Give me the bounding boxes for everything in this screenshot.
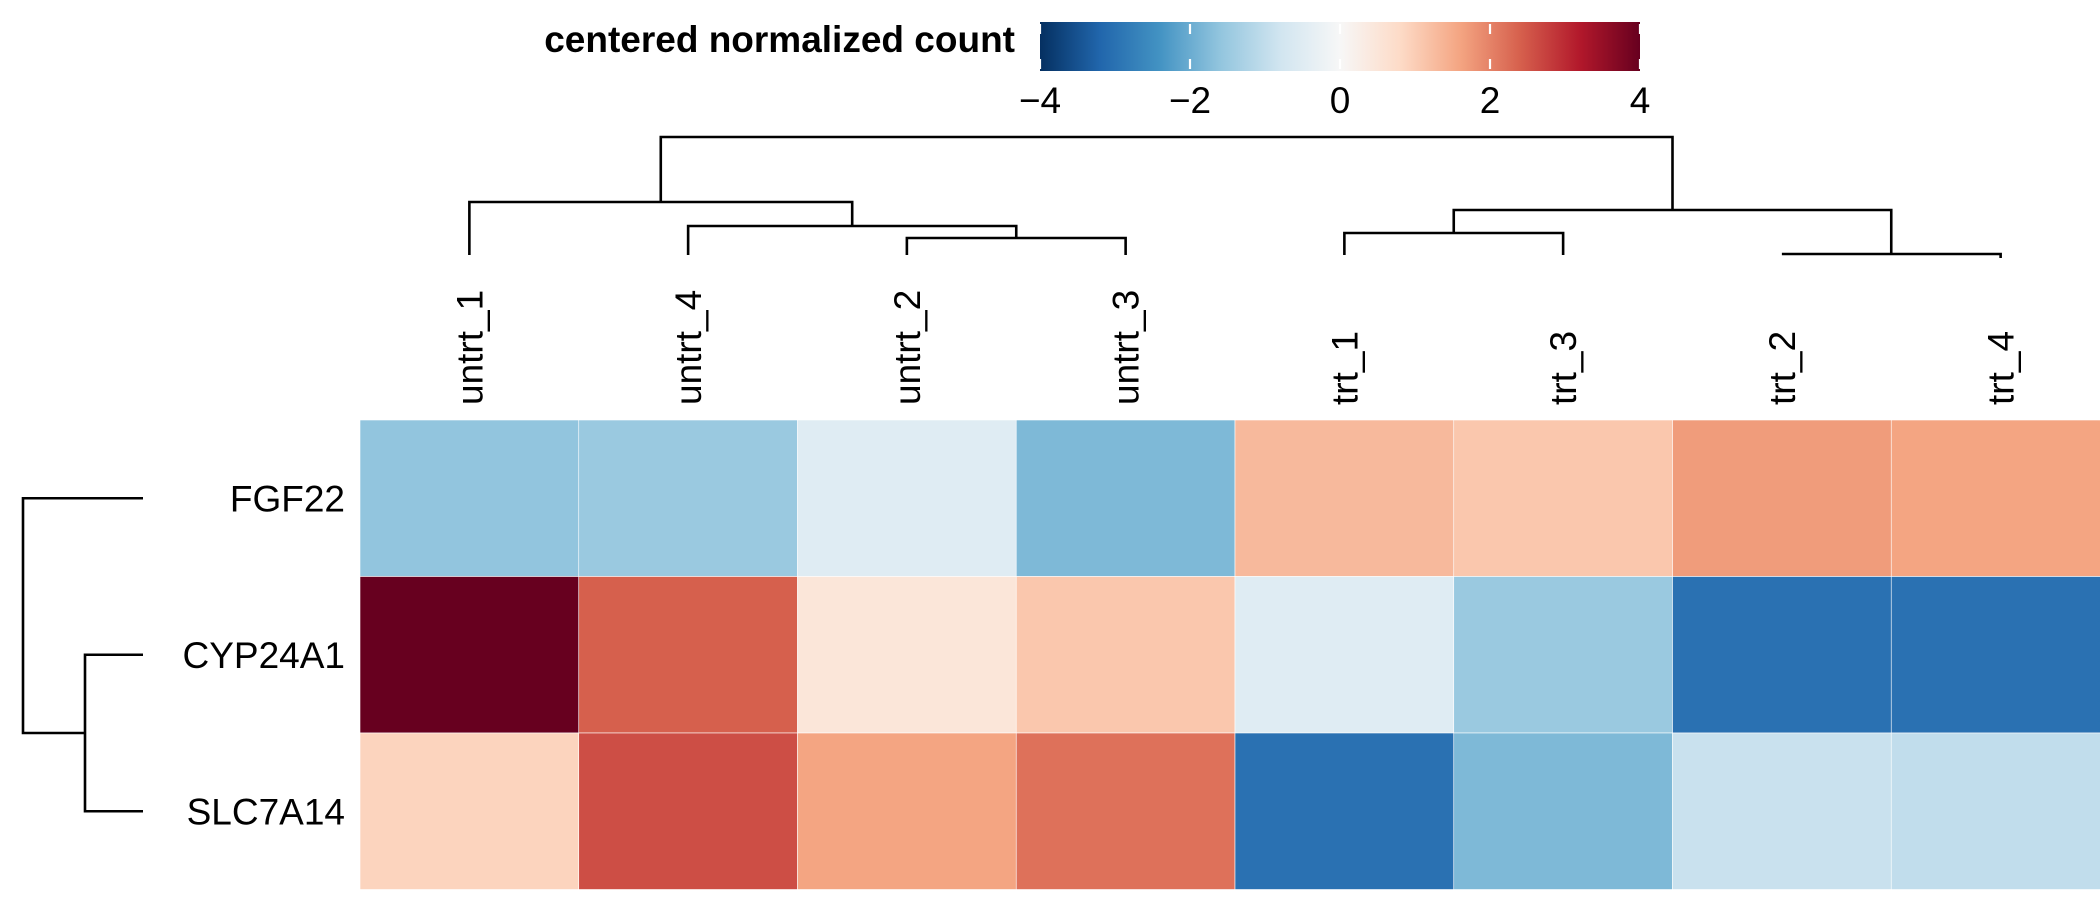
- heatmap-cell: [1672, 576, 1892, 734]
- column-dendrogram: [468, 135, 2002, 258]
- column-label: untrt_3: [1106, 290, 1147, 405]
- column-labels: untrt_1 untrt_4 untrt_2 untrt_3 trt_1 trt_3 tr…: [449, 290, 2021, 405]
- heatmap-cell: [1890, 576, 2100, 734]
- heatmap-cell: [1453, 419, 1673, 577]
- row-labels: FGF22 CYP24A1 SLC7A14: [183, 478, 346, 832]
- heatmap-cell: [359, 576, 580, 734]
- column-label: trt_3: [1543, 331, 1584, 405]
- dendrogram-branch: [83, 653, 143, 813]
- heatmap-cell: [1672, 732, 1892, 890]
- legend-tick-label: 2: [1480, 80, 1501, 121]
- heatmap-cell: [1890, 732, 2100, 890]
- heatmap-cell: [1234, 576, 1455, 734]
- dendrogram-branch: [21, 496, 143, 735]
- row-dendrogram: [21, 496, 143, 813]
- column-label: trt_1: [1324, 331, 1365, 405]
- heatmap-cell: [359, 419, 580, 577]
- heatmap-cell: [797, 732, 1017, 890]
- heatmap-cell: [578, 576, 798, 734]
- heatmap-cell: [1015, 576, 1236, 734]
- dendrogram-branch: [905, 236, 1127, 255]
- heatmap-cell: [797, 576, 1017, 734]
- heatmap-cell: [797, 419, 1017, 577]
- heatmap-cell: [1015, 732, 1236, 890]
- heatmap-cell: [1453, 732, 1673, 890]
- row-label: CYP24A1: [183, 635, 346, 676]
- heatmap-cell: [1015, 419, 1236, 577]
- heatmap-cells: [359, 419, 2100, 890]
- column-label: untrt_4: [668, 290, 709, 405]
- legend-tick-label: 4: [1630, 80, 1651, 121]
- legend-tick-label: −4: [1019, 80, 1061, 121]
- column-label: untrt_2: [887, 290, 928, 405]
- dendrogram-branch: [1343, 231, 1565, 255]
- heatmap-cell: [1234, 419, 1455, 577]
- row-label: FGF22: [230, 478, 345, 519]
- heatmap-cell: [1234, 732, 1455, 890]
- legend-title: centered normalized count: [544, 19, 1015, 60]
- heatmap-cell: [578, 419, 798, 577]
- heatmap-cell: [1453, 576, 1673, 734]
- dendrogram-branch: [1781, 252, 2002, 258]
- heatmap-cell: [359, 732, 580, 890]
- column-label: trt_4: [1981, 331, 2022, 405]
- heatmap-cell: [1672, 419, 1892, 577]
- legend-tick-label: −2: [1169, 80, 1211, 121]
- dendrogram-branch: [468, 200, 854, 255]
- column-label: untrt_1: [449, 290, 490, 405]
- dendrogram-branch: [686, 224, 1018, 255]
- legend-tick-label: 0: [1330, 80, 1351, 121]
- heatmap-cell: [1890, 419, 2100, 577]
- dendrogram-branch: [659, 135, 1674, 210]
- row-label: SLC7A14: [187, 791, 345, 832]
- legend-ticks: −4 −2 0 2 4: [1019, 24, 1650, 121]
- column-label: trt_2: [1762, 331, 1803, 405]
- heatmap-cell: [578, 732, 798, 890]
